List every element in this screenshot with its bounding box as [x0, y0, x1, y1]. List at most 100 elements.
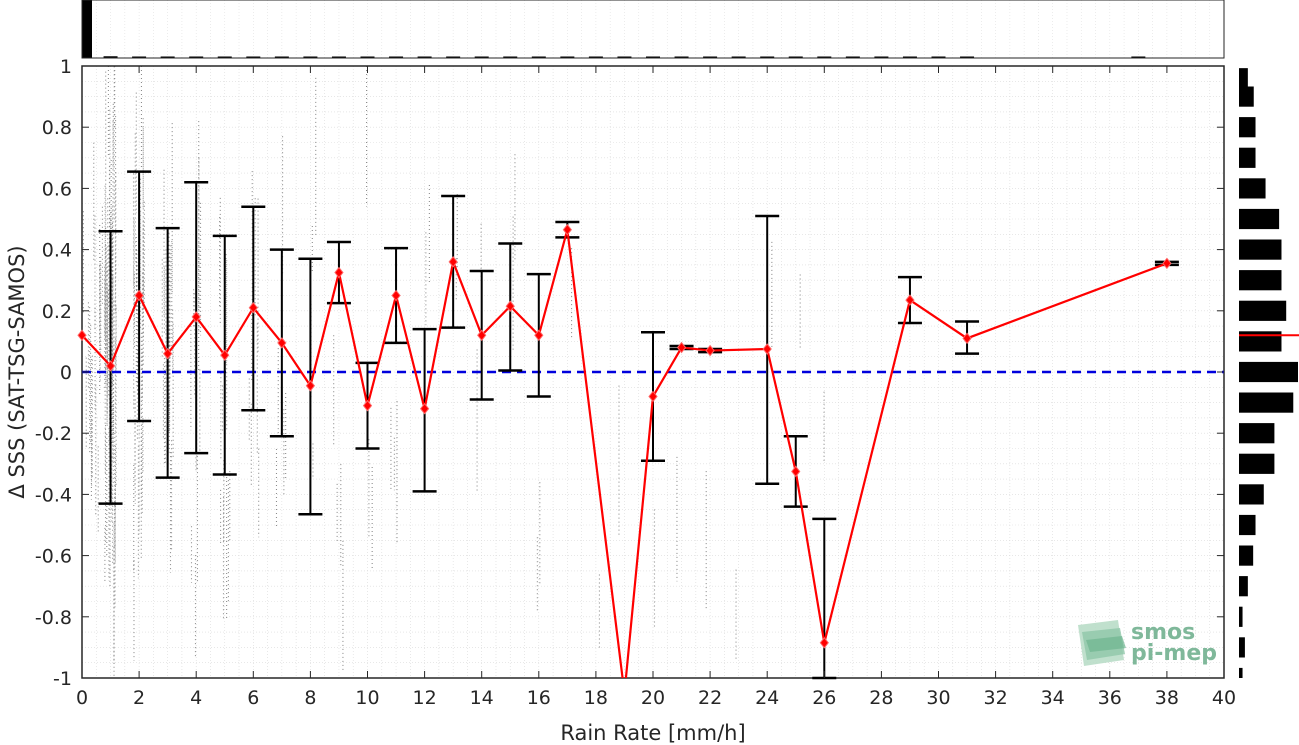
top-histogram-bar: [217, 56, 232, 58]
series-marker: [505, 300, 515, 313]
x-tick-label: 32: [984, 687, 1008, 709]
top-histogram-bar: [788, 56, 803, 58]
top-histogram-bar: [703, 56, 718, 58]
series-marker: [334, 266, 344, 279]
top-histogram-bar: [274, 56, 289, 58]
series-marker: [134, 289, 144, 302]
top-histogram-grid: [81, 0, 1225, 58]
x-tick-label: 2: [133, 687, 145, 709]
x-tick-label: 16: [527, 687, 551, 709]
right-histogram-bar: [1239, 637, 1245, 658]
top-histogram-frame: [81, 0, 1225, 59]
series-marker: [705, 344, 715, 357]
right-histogram: [1239, 68, 1299, 678]
logo-emblem-icon: [1078, 620, 1126, 666]
y-tick-label: 0: [60, 362, 72, 384]
top-histogram-bar: [845, 56, 860, 58]
series-marker: [1162, 257, 1172, 270]
logo-text-smos: smos: [1131, 620, 1195, 645]
series-marker: [248, 301, 258, 314]
top-histogram-bar: [189, 56, 204, 58]
x-tick-label: 6: [247, 687, 259, 709]
y-tick-label: 0.8: [42, 117, 72, 139]
series-marker: [791, 465, 801, 478]
top-histogram-bar: [960, 56, 975, 58]
top-histogram-bar: [132, 56, 147, 58]
y-axis-label: Δ SSS (SAT-TSG-SAMOS): [5, 245, 29, 498]
top-histogram-bar: [160, 56, 175, 58]
top-histogram-bar: [389, 56, 404, 58]
top-histogram-bar: [417, 56, 432, 58]
top-histogram-bar: [902, 56, 917, 58]
x-tick-label: 12: [413, 687, 437, 709]
right-histogram-bar: [1239, 423, 1275, 444]
top-histogram-bar: [817, 56, 832, 58]
series-marker: [191, 311, 201, 323]
y-axis-ticks: 1 0.8 0.6 0.4 0.2 0 -0.2 -0.4 -0.6 -0.8 -1: [35, 56, 1224, 690]
top-histogram-bar: [82, 0, 92, 58]
series-marker: [277, 337, 287, 349]
right-histogram-bar: [1239, 514, 1256, 536]
right-histogram-bar: [1239, 545, 1254, 566]
x-tick-label: 22: [698, 687, 722, 709]
right-histogram-bar: [1239, 331, 1282, 352]
series-marker: [77, 329, 87, 342]
series-marker: [105, 360, 116, 372]
series-marker: [819, 637, 829, 649]
x-tick-label: 8: [304, 687, 316, 709]
y-tick-label: 0.6: [42, 178, 72, 200]
logo-text-pi-mep: pi-mep: [1131, 641, 1217, 666]
right-histogram-bar: [1239, 86, 1254, 107]
series-polyline: [82, 229, 1168, 678]
top-histogram-bar: [646, 56, 660, 58]
x-tick-label: 10: [355, 687, 379, 709]
x-tick-label: 18: [584, 687, 608, 709]
series-marker: [220, 349, 230, 361]
series-marker: [419, 402, 430, 415]
series-marker: [905, 294, 915, 306]
x-tick-label: 26: [812, 687, 836, 709]
y-tick-label: 0.2: [42, 301, 72, 323]
top-histogram-bar: [874, 56, 889, 58]
top-histogram-bar: [531, 56, 546, 58]
right-histogram-bar: [1239, 576, 1248, 597]
top-histogram-bar: [617, 56, 632, 58]
right-histogram-bar: [1239, 178, 1266, 199]
mean-series-line: [82, 229, 1168, 678]
right-histogram-bar: [1239, 208, 1280, 230]
smos-pi-mep-logo: smos pi-mep: [1078, 620, 1217, 666]
error-bars: [98, 170, 1179, 680]
top-histogram-bar: [1131, 56, 1146, 58]
y-tick-label: -0.4: [35, 484, 72, 506]
top-histogram-bar: [588, 56, 603, 58]
series-marker: [648, 390, 658, 403]
x-tick-label: 4: [190, 687, 202, 709]
series-marker: [534, 329, 544, 342]
x-axis-label: Rain Rate [mm/h]: [560, 721, 745, 745]
top-histogram-bar: [560, 56, 575, 58]
right-histogram-bar: [1239, 606, 1243, 627]
x-tick-label: 40: [1212, 687, 1236, 709]
y-tick-label: 0.4: [42, 240, 72, 262]
series-marker: [362, 399, 373, 412]
x-tick-label: 36: [1098, 687, 1122, 709]
x-tick-label: 24: [755, 687, 779, 709]
series-marker: [163, 347, 173, 360]
x-axis-ticks: 0 2 4 6 8 10 12 14 16 18 20 22 24 26 28 30 32 34 36 38 40: [76, 66, 1236, 709]
right-histogram-bar: [1239, 147, 1256, 168]
right-histogram-bar: [1239, 270, 1282, 291]
top-histogram-bar: [103, 56, 118, 58]
right-histogram-bar: [1239, 68, 1248, 89]
scatter-points: [82, 66, 825, 678]
right-histogram-bar: [1239, 667, 1243, 678]
series-marker: [676, 341, 687, 354]
right-histogram-bar: [1239, 453, 1275, 474]
y-tick-label: -0.2: [35, 423, 72, 445]
right-histogram-bar: [1239, 300, 1287, 321]
top-histogram-bar: [331, 56, 346, 58]
series-marker: [305, 379, 316, 392]
series-marker: [762, 343, 772, 355]
top-histogram-bar: [360, 56, 375, 58]
x-tick-label: 34: [1041, 687, 1065, 709]
